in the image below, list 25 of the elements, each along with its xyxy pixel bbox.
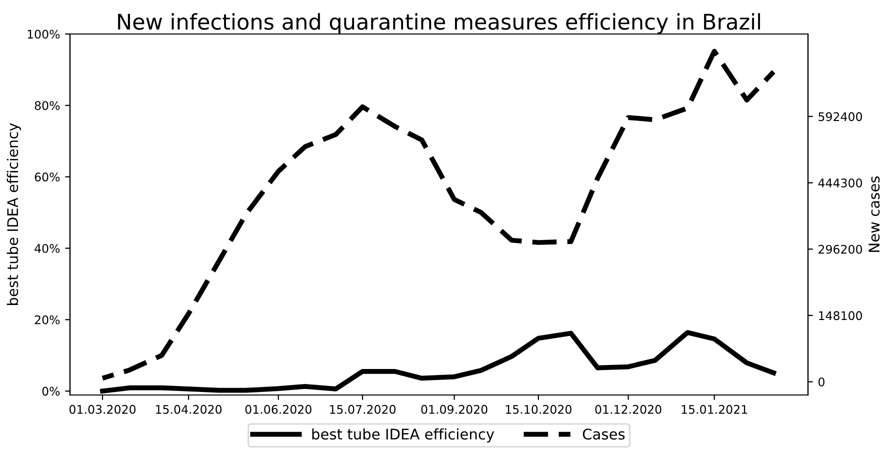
y-tick-label: 80% [34,101,60,110]
x-tick-label: 01.12.2020 [595,404,662,414]
x-tick-label: 15.04.2020 [156,404,222,414]
y2-tick-label: 0 [818,378,824,386]
x-tick-label: 01.03.2020 [69,404,136,414]
y2-tick-label: 592400 [818,112,862,122]
x-tick-label: 01.09.2020 [421,404,488,414]
y-tick-label: 40% [34,244,60,253]
legend-label: best tube IDEA efficiency [312,428,494,442]
line-series [100,48,776,381]
y-tick-label: 20% [34,315,60,324]
y-tick-label: 100% [28,30,60,39]
y-tick-label: 60% [34,172,60,182]
y-tick-label: 0% [42,386,60,396]
y-axis-title: best tube IDEA efficiency [6,123,21,305]
x-tick-label: 15.07.2020 [330,404,396,414]
y2-tick-label: 444300 [818,178,862,188]
y2-axis-title: New cases [868,176,880,252]
chart-title: New infections and quarantine measures efficiency in Brazil [118,13,760,34]
x-tick-label: 15.10.2020 [506,404,572,414]
legend-label: Cases [582,428,625,440]
y2-tick-label: 148100 [819,311,862,320]
x-tick-label: 01.06.2020 [245,404,312,414]
x-tick-label: 15.01.2021 [682,404,748,414]
y2-tick-label: 296200 [818,244,862,254]
